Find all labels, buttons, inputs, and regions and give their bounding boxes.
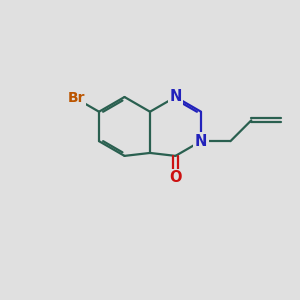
Text: N: N	[195, 134, 207, 149]
Text: N: N	[169, 89, 182, 104]
Text: Br: Br	[67, 92, 85, 106]
Text: O: O	[169, 170, 182, 185]
